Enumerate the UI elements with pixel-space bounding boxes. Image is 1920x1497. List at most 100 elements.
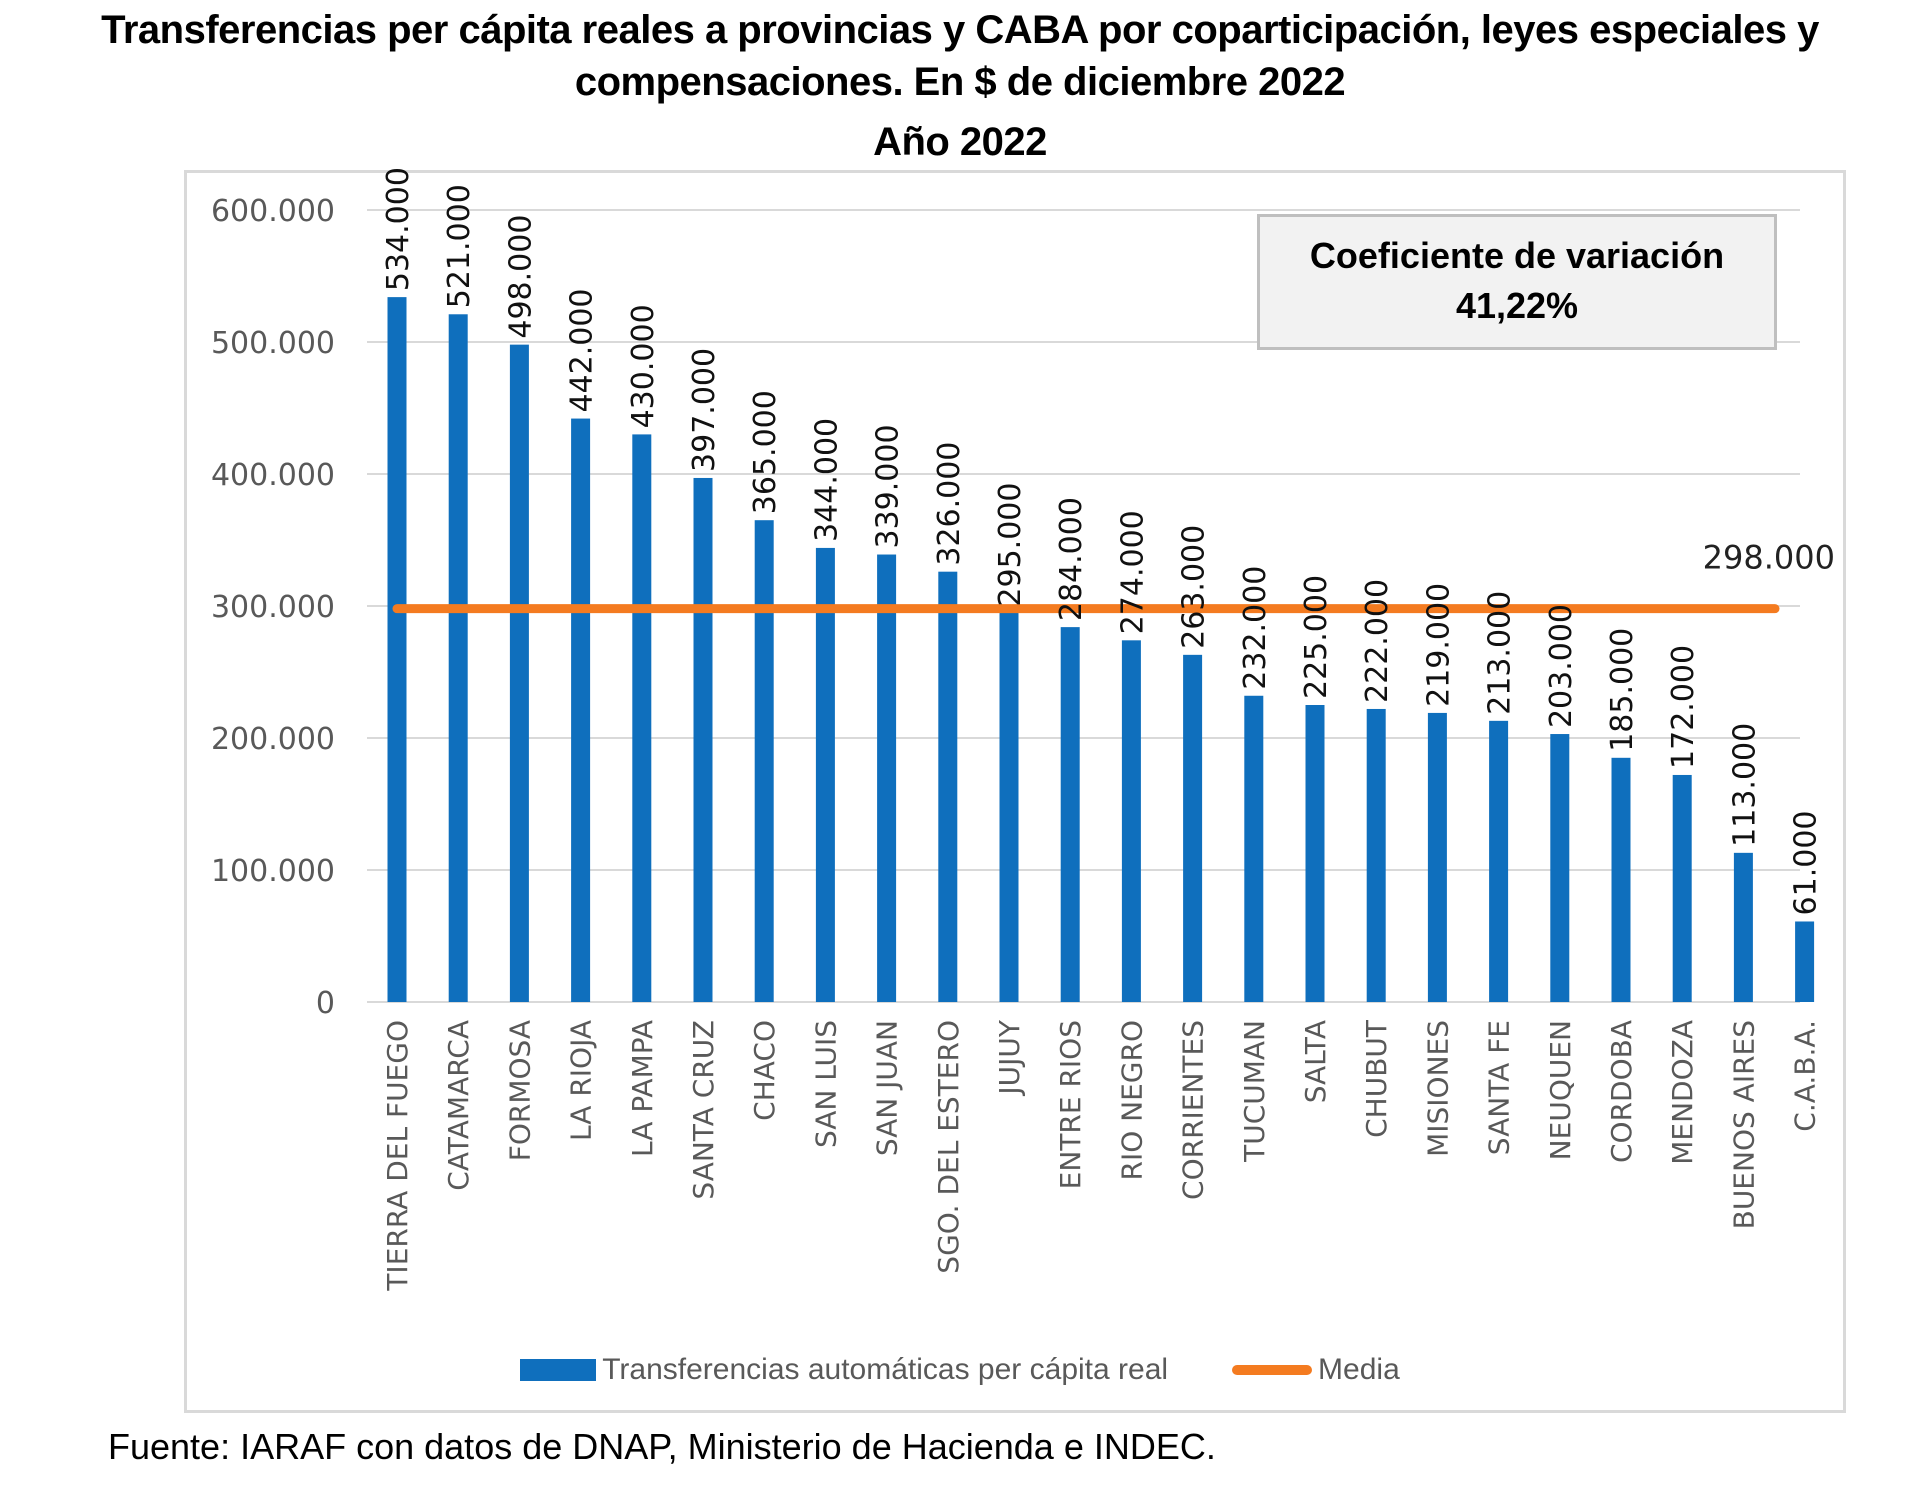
bar-data-label: 365.000	[748, 390, 783, 514]
cv-value: 41,22%	[1455, 285, 1579, 326]
legend-item-mean: Media	[1232, 1353, 1400, 1387]
x-axis-category-label: TUCUMAN	[1238, 1020, 1271, 1163]
bar-data-label: 284.000	[1054, 497, 1089, 621]
bar	[1550, 734, 1570, 1002]
x-axis-category-label: LA RIOJA	[565, 1020, 598, 1141]
legend-item-transfers: Transferencias automáticas per cápita re…	[520, 1353, 1168, 1387]
bar-data-label: 172.000	[1666, 645, 1701, 769]
bar	[1121, 640, 1141, 1002]
bar	[693, 477, 713, 1003]
bar-data-label: 534.000	[381, 167, 416, 291]
y-tick-label: 400.000	[211, 458, 335, 493]
x-axis-category-label: CORDOBA	[1605, 1020, 1638, 1163]
bar-data-label: 222.000	[1360, 579, 1395, 703]
bar	[1611, 757, 1631, 1002]
bar-data-label: 430.000	[626, 304, 661, 428]
legend-label-transfers: Transferencias automáticas per cápita re…	[602, 1353, 1169, 1386]
bar	[1244, 695, 1264, 1002]
bar	[938, 571, 958, 1002]
bar	[1427, 712, 1447, 1002]
bar	[1489, 720, 1509, 1002]
y-tick-label: 100.000	[211, 854, 335, 889]
bar	[999, 612, 1019, 1002]
cv-label: Coeficiente de variación	[1309, 235, 1725, 276]
x-axis-category-label: SANTA CRUZ	[687, 1020, 720, 1200]
chart-title-line-2: compensaciones. En $ de diciembre 2022	[574, 60, 1346, 104]
bar-data-labels: 534.000 521.000 498.000 442.000 430.000 397.0…	[381, 167, 1824, 915]
bar-data-label: 326.000	[932, 442, 967, 566]
bar-data-label: 213.000	[1483, 591, 1518, 715]
bar	[1183, 654, 1203, 1002]
x-axis-category-label: FORMOSA	[503, 1020, 536, 1161]
mean-data-label: 298.000	[1703, 539, 1835, 577]
x-axis-category-label: BUENOS AIRES	[1727, 1020, 1760, 1229]
bar-data-label: 219.000	[1421, 583, 1456, 707]
bar-data-label: 344.000	[809, 418, 844, 542]
x-axis-category-label: ENTRE RIOS	[1054, 1020, 1087, 1189]
y-tick-label: 300.000	[211, 590, 335, 625]
x-axis-category-label: MISIONES	[1421, 1020, 1454, 1157]
legend-line-swatch-icon	[1232, 1365, 1313, 1375]
x-axis-category-label: TIERRA DEL FUEGO	[381, 1020, 414, 1292]
bar-data-label: 339.000	[871, 424, 906, 548]
bar-data-label: 274.000	[1115, 510, 1150, 634]
coefficient-of-variation-box: Coeficiente de variación 41,22%	[1257, 214, 1777, 350]
bar	[448, 314, 468, 1002]
y-tick-label: 500.000	[211, 326, 335, 361]
x-axis-category-label: MENDOZA	[1666, 1020, 1699, 1165]
bar-data-label: 263.000	[1177, 525, 1212, 649]
bar	[509, 344, 529, 1002]
bar	[1795, 921, 1815, 1002]
bar	[1733, 852, 1753, 1002]
x-axis-category-label: SALTA	[1299, 1020, 1332, 1103]
bar	[1060, 627, 1080, 1002]
x-axis-category-label: C.A.B.A.	[1789, 1020, 1822, 1132]
x-axis-category-label: CHUBUT	[1360, 1019, 1393, 1138]
bar-data-label: 225.000	[1299, 575, 1334, 699]
bar-data-label: 232.000	[1238, 566, 1273, 690]
legend-label-mean: Media	[1318, 1353, 1400, 1386]
x-axis-category-label: NEUQUEN	[1544, 1020, 1577, 1160]
bar-data-label: 521.000	[442, 184, 477, 308]
mean-line-group: 298.000	[392, 539, 1835, 614]
legend-bar-swatch-icon	[520, 1359, 597, 1381]
x-axis-category-label: SGO. DEL ESTERO	[932, 1020, 965, 1274]
bar	[1672, 774, 1692, 1002]
bar	[1366, 708, 1386, 1002]
x-axis-labels: TIERRA DEL FUEGO CATAMARCA FORMOSA LA RIOJA…	[381, 1019, 1822, 1292]
x-axis-category-label: SAN JUAN	[871, 1020, 904, 1156]
chart-subtitle-year: Año 2022	[873, 120, 1047, 164]
chart-title-line-1: Transferencias per cápita reales a provi…	[101, 8, 1819, 52]
bar	[1305, 705, 1325, 1002]
bar	[571, 418, 591, 1002]
bar-data-label: 442.000	[565, 288, 600, 412]
x-axis-category-label: RIO NEGRO	[1115, 1020, 1148, 1180]
bar-data-label: 397.000	[687, 348, 722, 472]
y-tick-label: 0	[316, 986, 335, 1021]
bar-data-label: 295.000	[993, 483, 1028, 607]
x-axis-category-label: SANTA FE	[1483, 1020, 1516, 1155]
bar-data-label: 61.000	[1789, 810, 1824, 915]
bar	[754, 520, 774, 1002]
bar	[815, 547, 835, 1002]
bars	[387, 297, 1815, 1003]
bar-data-label: 185.000	[1605, 628, 1640, 752]
y-axis-ticks: 0 100.000 200.000 300.000 400.000 500.000 600.…	[211, 194, 335, 1021]
x-axis-category-label: SAN LUIS	[809, 1020, 842, 1148]
x-axis-category-label: CATAMARCA	[442, 1020, 475, 1191]
source-note: Fuente: IARAF con datos de DNAP, Ministe…	[108, 1426, 1216, 1467]
x-axis-category-label: LA PAMPA	[626, 1020, 659, 1157]
bar	[877, 554, 897, 1002]
bar	[387, 297, 407, 1002]
bar-data-label: 203.000	[1544, 604, 1579, 728]
legend: Transferencias automáticas per cápita re…	[0, 1345, 1920, 1395]
y-tick-label: 600.000	[211, 194, 335, 229]
bar-data-label: 113.000	[1727, 723, 1762, 847]
y-tick-label: 200.000	[211, 722, 335, 757]
bar	[632, 434, 652, 1002]
x-axis-category-label: JUJUY	[993, 1019, 1026, 1097]
x-axis-category-label: CORRIENTES	[1177, 1020, 1210, 1200]
bar-data-label: 498.000	[503, 215, 538, 339]
x-axis-category-label: CHACO	[748, 1020, 781, 1121]
